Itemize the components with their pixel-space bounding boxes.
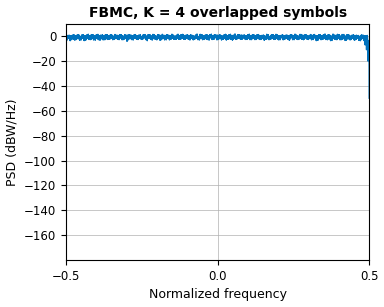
Y-axis label: PSD (dBW/Hz): PSD (dBW/Hz) bbox=[5, 98, 18, 186]
X-axis label: Normalized frequency: Normalized frequency bbox=[149, 289, 286, 301]
Title: FBMC, K = 4 overlapped symbols: FBMC, K = 4 overlapped symbols bbox=[89, 6, 347, 20]
